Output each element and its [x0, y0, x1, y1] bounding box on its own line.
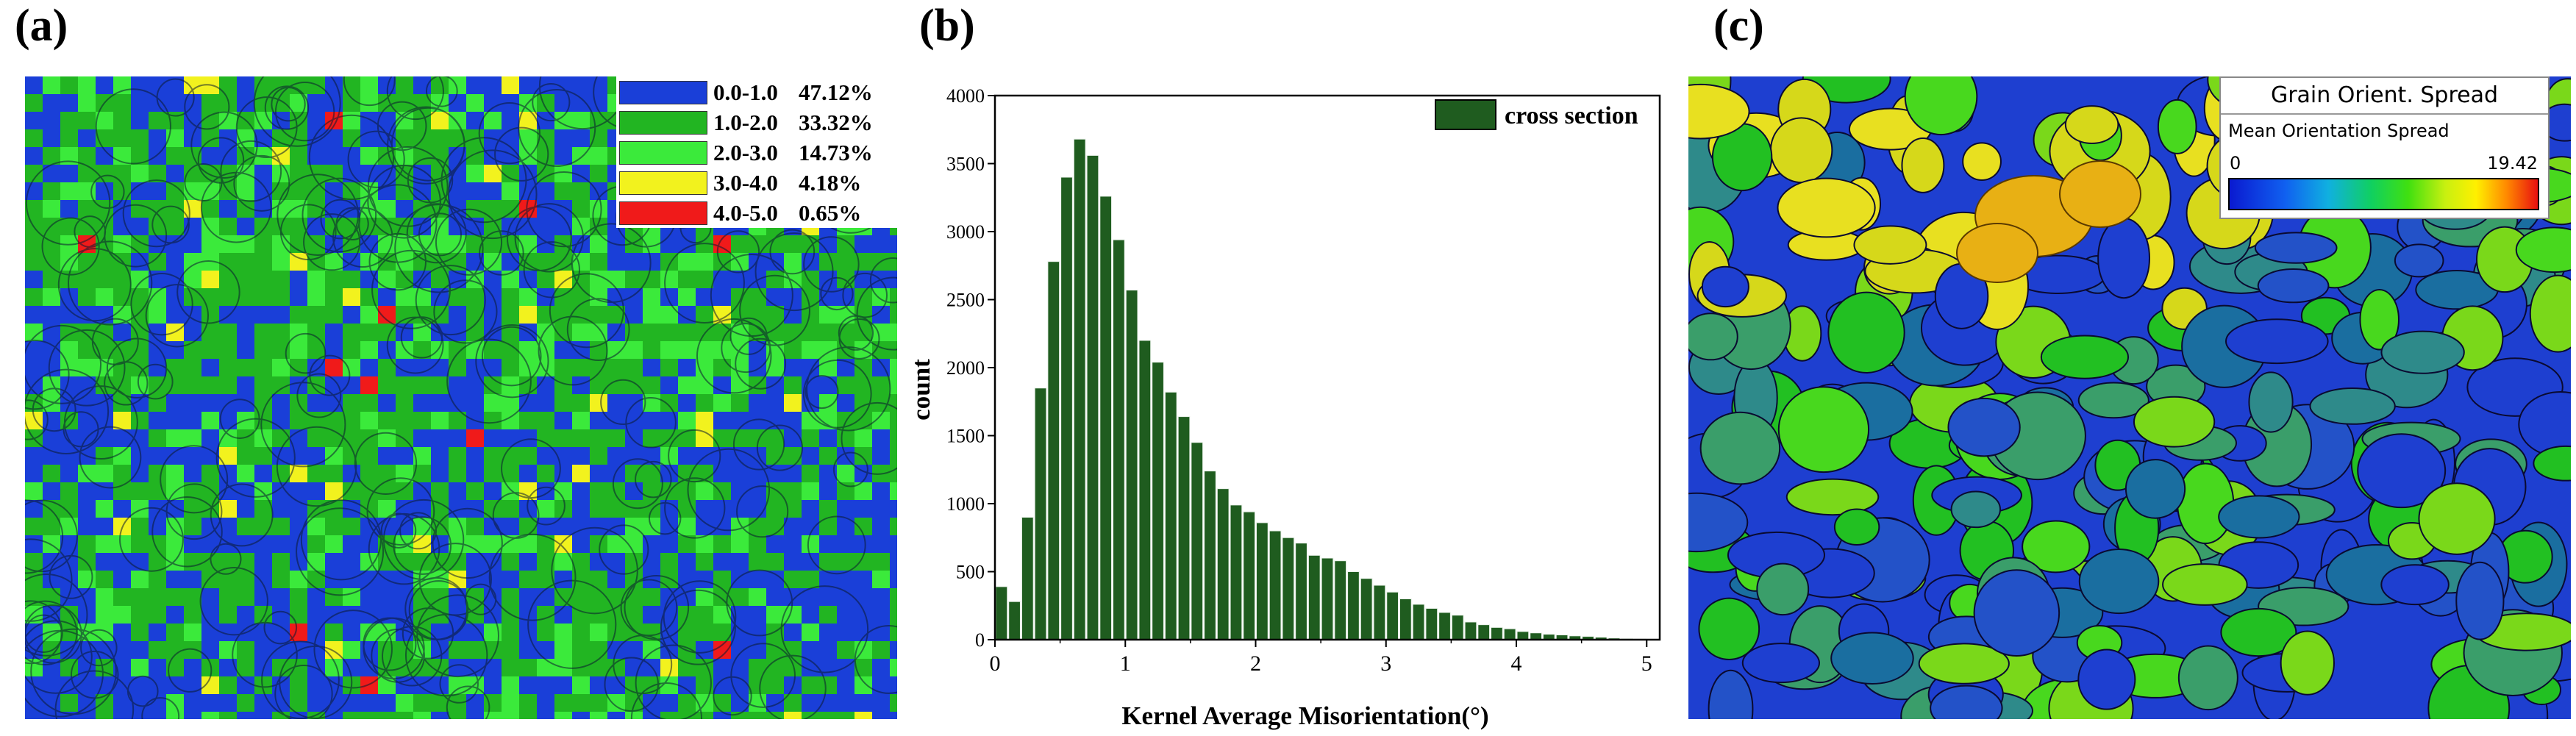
bar [1399, 599, 1412, 640]
kam-legend-swatch [619, 201, 707, 225]
bar [1530, 632, 1542, 640]
bar [1412, 604, 1425, 640]
bar [1191, 442, 1204, 640]
bar [1243, 511, 1256, 640]
y-tick-label: 0 [975, 629, 985, 651]
bar [1152, 362, 1164, 640]
panel-label-a: (a) [15, 1, 68, 51]
y-tick-label: 500 [956, 562, 985, 583]
bar [1347, 571, 1360, 640]
bar [1282, 537, 1295, 640]
gos-legend-min: 0 [2230, 153, 2241, 174]
kam-legend-swatch [619, 111, 707, 135]
y-tick-label: 1500 [946, 426, 985, 447]
kam-legend-percent: 0.65% [799, 200, 862, 226]
kam-legend-range: 3.0-4.0 [713, 170, 778, 196]
kam-legend-percent: 33.32% [799, 110, 873, 135]
y-tick-label: 2000 [946, 357, 985, 379]
y-tick-label: 2500 [946, 290, 985, 311]
kam-legend-range: 1.0-2.0 [713, 110, 778, 135]
x-axis-label: Kernel Average Misorientation(°) [1121, 701, 1488, 730]
bar [1177, 416, 1191, 640]
bar [1073, 138, 1086, 640]
x-tick-label: 3 [1380, 651, 1391, 676]
bar [1125, 290, 1138, 640]
y-tick-label: 4000 [946, 85, 985, 107]
kam-legend-swatch [619, 141, 707, 165]
kam-legend-row: 0.0-1.0 47.12% [616, 78, 897, 106]
x-tick-label: 5 [1641, 651, 1652, 676]
panel-label-b: (b) [919, 1, 975, 51]
x-tick-label: 1 [1120, 651, 1131, 676]
bar [1307, 554, 1321, 640]
kam-legend-range: 4.0-5.0 [713, 200, 778, 226]
kam-legend-percent: 14.73% [799, 140, 873, 165]
bar [1360, 578, 1373, 640]
gos-legend: Grain Orient. Spread Mean Orientation Sp… [2219, 76, 2550, 219]
y-tick-label: 1000 [946, 493, 985, 515]
bar [1086, 154, 1099, 640]
bar [1164, 391, 1177, 640]
kam-legend-swatch [619, 81, 707, 104]
bar [1425, 607, 1438, 640]
gos-legend-title: Grain Orient. Spread [2270, 82, 2499, 108]
bar [1113, 239, 1125, 640]
gos-high-spread [1956, 160, 2141, 283]
bar [1269, 530, 1282, 640]
bar [1464, 621, 1477, 640]
kam-legend-row: 4.0-5.0 0.65% [616, 199, 897, 226]
bar [1008, 601, 1021, 640]
bar [1204, 471, 1216, 640]
bar [1334, 560, 1347, 640]
bar [995, 586, 1008, 640]
x-tick-label: 0 [990, 651, 1001, 676]
bar [1438, 612, 1451, 640]
y-tick-label: 3000 [946, 221, 985, 243]
kam-legend-swatch [619, 171, 707, 195]
bar [1516, 631, 1530, 640]
kam-legend-row: 3.0-4.0 4.18% [616, 168, 897, 196]
bar [1503, 628, 1516, 640]
x-tick-label: 4 [1511, 651, 1522, 676]
bar [1099, 196, 1113, 640]
y-axis-label: count [912, 359, 935, 421]
legend-label: cross section [1505, 102, 1638, 129]
bar [1295, 543, 1307, 640]
kam-legend-percent: 47.12% [799, 79, 873, 105]
y-tick-label: 3500 [946, 154, 985, 175]
bar [1216, 488, 1230, 640]
kam-legend-row: 2.0-3.0 14.73% [616, 138, 897, 166]
x-tick-label: 2 [1250, 651, 1261, 676]
bar [1021, 517, 1034, 640]
gos-legend-max: 19.42 [2487, 153, 2538, 174]
kam-legend-row: 1.0-2.0 33.32% [616, 108, 897, 136]
bar [1034, 387, 1047, 640]
bar [1060, 176, 1073, 640]
panel-label-c: (c) [1713, 1, 1764, 51]
legend-swatch [1435, 99, 1496, 130]
bar [1047, 261, 1060, 640]
bar [1230, 504, 1243, 640]
bar [1138, 340, 1152, 640]
gos-legend-subtitle: Mean Orientation Spread [2228, 121, 2450, 141]
bar [1491, 626, 1503, 640]
kam-legend-range: 2.0-3.0 [713, 140, 778, 165]
kam-histogram: 0 1 2 3 4 5 0 500 1000 1500 2000 2500 3000 3500 4000 K… [912, 85, 1661, 730]
kam-legend: 0.0-1.0 47.12% 1.0-2.0 33.32% 2.0-3.0 14.73% 3… [616, 76, 897, 228]
kam-legend-percent: 4.18% [799, 170, 862, 196]
bar [1477, 624, 1491, 640]
bar [1321, 557, 1334, 640]
gos-colorbar [2228, 178, 2539, 210]
bar [1451, 615, 1464, 640]
kam-legend-range: 0.0-1.0 [713, 79, 778, 105]
bar [1256, 522, 1269, 640]
bars [995, 138, 1646, 640]
bar [1386, 591, 1399, 640]
bar [1373, 585, 1386, 640]
